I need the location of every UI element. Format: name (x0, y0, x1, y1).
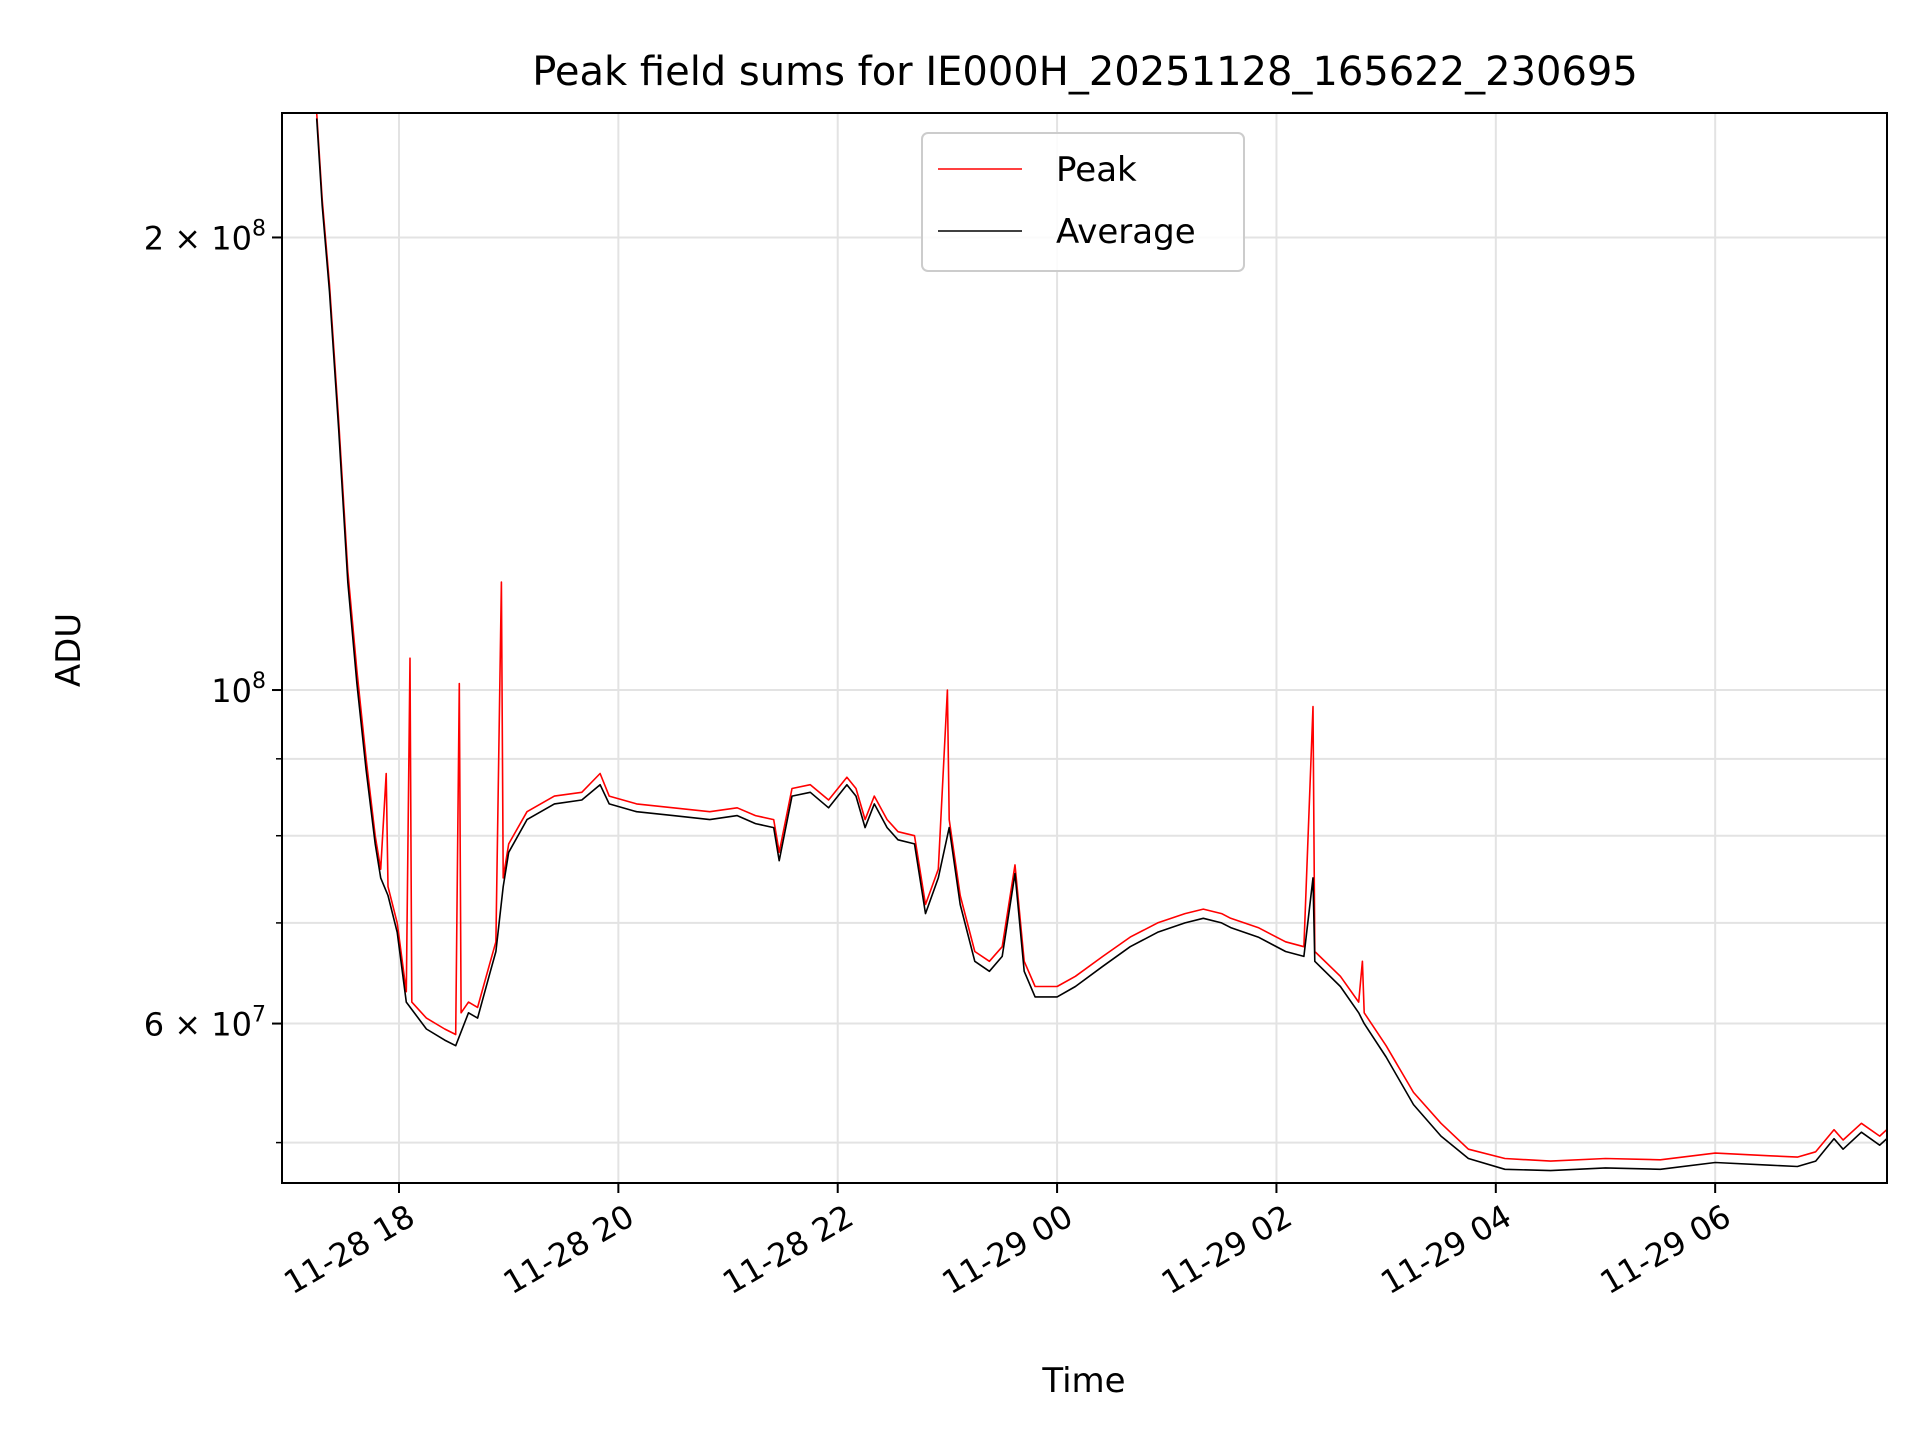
legend-label: Average (1056, 212, 1196, 252)
series-line-average (315, 118, 1887, 1172)
series-line-peak (315, 113, 1887, 1162)
legend-label: Peak (1056, 150, 1137, 190)
y-tick-label: 108 (211, 669, 266, 710)
y-tick-label: 6 × 107 (144, 1003, 266, 1044)
chart-title: Peak field sums for IE000H_20251128_1656… (532, 49, 1638, 95)
y-axis-label: ADU (49, 613, 89, 687)
y-tick-exponent: 7 (252, 1003, 266, 1028)
y-tick-mantissa: 6 × 10 (144, 1006, 252, 1044)
legend-box (921, 132, 1245, 272)
grid (282, 113, 1887, 1183)
plot-frame (281, 112, 1888, 1184)
y-tick-base: 10 (211, 672, 252, 710)
y-tick-label: 2 × 108 (144, 216, 266, 257)
legend: Peak Average (921, 132, 1245, 272)
y-tick-exponent: 8 (252, 216, 266, 241)
y-tick-mantissa: 2 × 10 (144, 219, 252, 257)
series-lines (315, 113, 1887, 1172)
x-axis-label: Time (1041, 1361, 1125, 1401)
y-tick-exponent: 8 (252, 669, 266, 694)
